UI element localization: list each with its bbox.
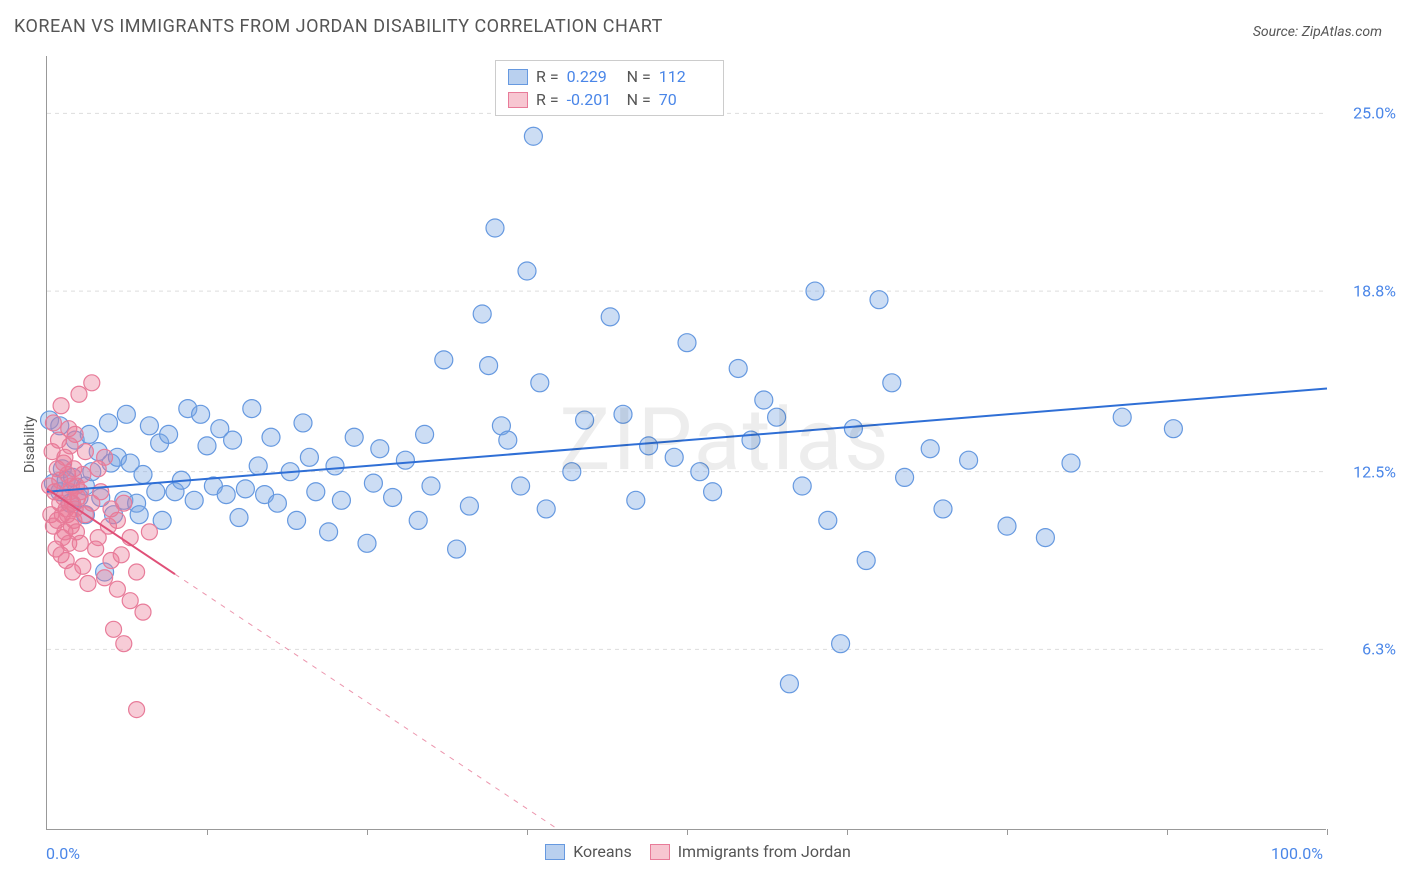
chart-page: KOREAN VS IMMIGRANTS FROM JORDAN DISABIL… [0, 0, 1406, 892]
source-label: Source: ZipAtlas.com [1253, 24, 1382, 40]
legend-stat-row: R = 0.229 N = 112 [508, 67, 711, 86]
legend-r-label: R = [536, 90, 559, 109]
legend-n-value: 70 [659, 90, 711, 109]
regression-line [47, 389, 1327, 492]
plot-area: ZIPatlas R =0.229N =112R =-0.201N =70 6.… [46, 56, 1326, 830]
legend-swatch [508, 92, 528, 108]
chart-title: KOREAN VS IMMIGRANTS FROM JORDAN DISABIL… [14, 16, 663, 37]
regression-layer [47, 56, 1327, 830]
x-tick [367, 829, 368, 835]
y-tick-label: 25.0% [1336, 104, 1396, 123]
y-axis-label: Disability [22, 416, 38, 473]
legend-series-label: Koreans [573, 842, 632, 861]
correlation-legend: R = 0.229 N = 112 R = -0.201 N = 70 [495, 60, 724, 116]
y-tick-label: 6.3% [1336, 640, 1396, 659]
legend-swatch [650, 844, 670, 860]
legend-r-value: 0.229 [567, 67, 619, 86]
x-tick [527, 829, 528, 835]
x-axis-max-label: 100.0% [1271, 844, 1334, 863]
legend-r-value: -0.201 [567, 90, 619, 109]
regression-line-extrapolated [175, 574, 559, 830]
x-axis-min-label: 0.0% [46, 844, 80, 863]
series-legend: Koreans Immigrants from Jordan [545, 842, 851, 861]
x-tick [1007, 829, 1008, 835]
x-tick [207, 829, 208, 835]
regression-line [47, 489, 175, 574]
legend-r-label: R = [536, 67, 559, 86]
x-tick [1327, 829, 1328, 835]
legend-stat-row: R = -0.201 N = 70 [508, 90, 711, 109]
legend-n-label: N = [627, 67, 651, 86]
legend-n-value: 112 [659, 67, 711, 86]
y-tick-label: 12.5% [1336, 462, 1396, 481]
x-tick [687, 829, 688, 835]
legend-series-item: Immigrants from Jordan [650, 842, 851, 861]
x-tick [1167, 829, 1168, 835]
legend-n-label: N = [627, 90, 651, 109]
legend-swatch [545, 844, 565, 860]
legend-series-item: Koreans [545, 842, 632, 861]
legend-series-label: Immigrants from Jordan [678, 842, 851, 861]
y-tick-label: 18.8% [1336, 282, 1396, 301]
x-tick [847, 829, 848, 835]
legend-swatch [508, 69, 528, 85]
